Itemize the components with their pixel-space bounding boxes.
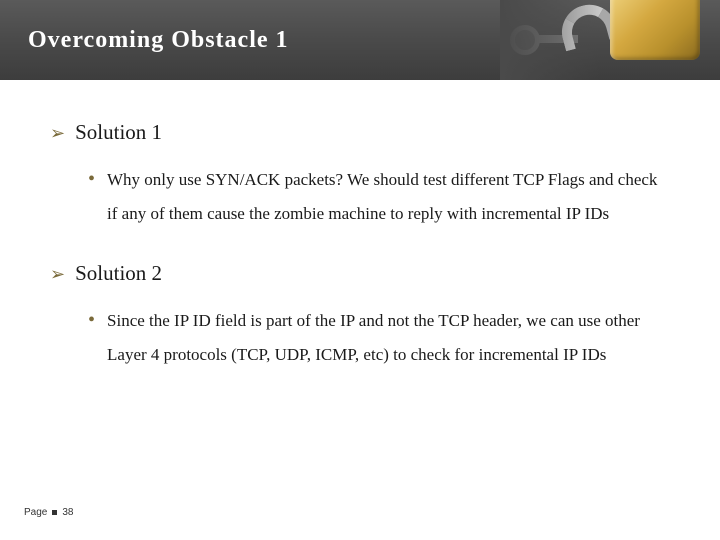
bullet-item: • Since the IP ID field is part of the I… (50, 304, 670, 372)
solution-block-2: ➢ Solution 2 • Since the IP ID field is … (50, 261, 670, 372)
arrow-bullet-icon: ➢ (50, 123, 65, 144)
bullet-item: • Why only use SYN/ACK packets? We shoul… (50, 163, 670, 231)
slide-header: Overcoming Obstacle 1 (0, 0, 720, 80)
header-decorative-image (500, 0, 720, 80)
footer-separator-icon (52, 510, 57, 515)
slide-title: Overcoming Obstacle 1 (28, 27, 289, 54)
lock-icon (610, 0, 700, 60)
solution-title: Solution 2 (75, 261, 162, 286)
solution-title: Solution 1 (75, 120, 162, 145)
slide-footer: Page 38 (24, 507, 73, 518)
bullet-text: Since the IP ID field is part of the IP … (107, 304, 670, 372)
round-bullet-icon: • (88, 304, 95, 336)
solution-heading: ➢ Solution 2 (50, 261, 670, 286)
slide-content: ➢ Solution 1 • Why only use SYN/ACK pack… (0, 80, 720, 372)
round-bullet-icon: • (88, 163, 95, 195)
arrow-bullet-icon: ➢ (50, 264, 65, 285)
footer-page-label: Page (24, 507, 47, 518)
footer-page-number: 38 (62, 507, 73, 518)
bullet-text: Why only use SYN/ACK packets? We should … (107, 163, 670, 231)
solution-block-1: ➢ Solution 1 • Why only use SYN/ACK pack… (50, 120, 670, 231)
solution-heading: ➢ Solution 1 (50, 120, 670, 145)
